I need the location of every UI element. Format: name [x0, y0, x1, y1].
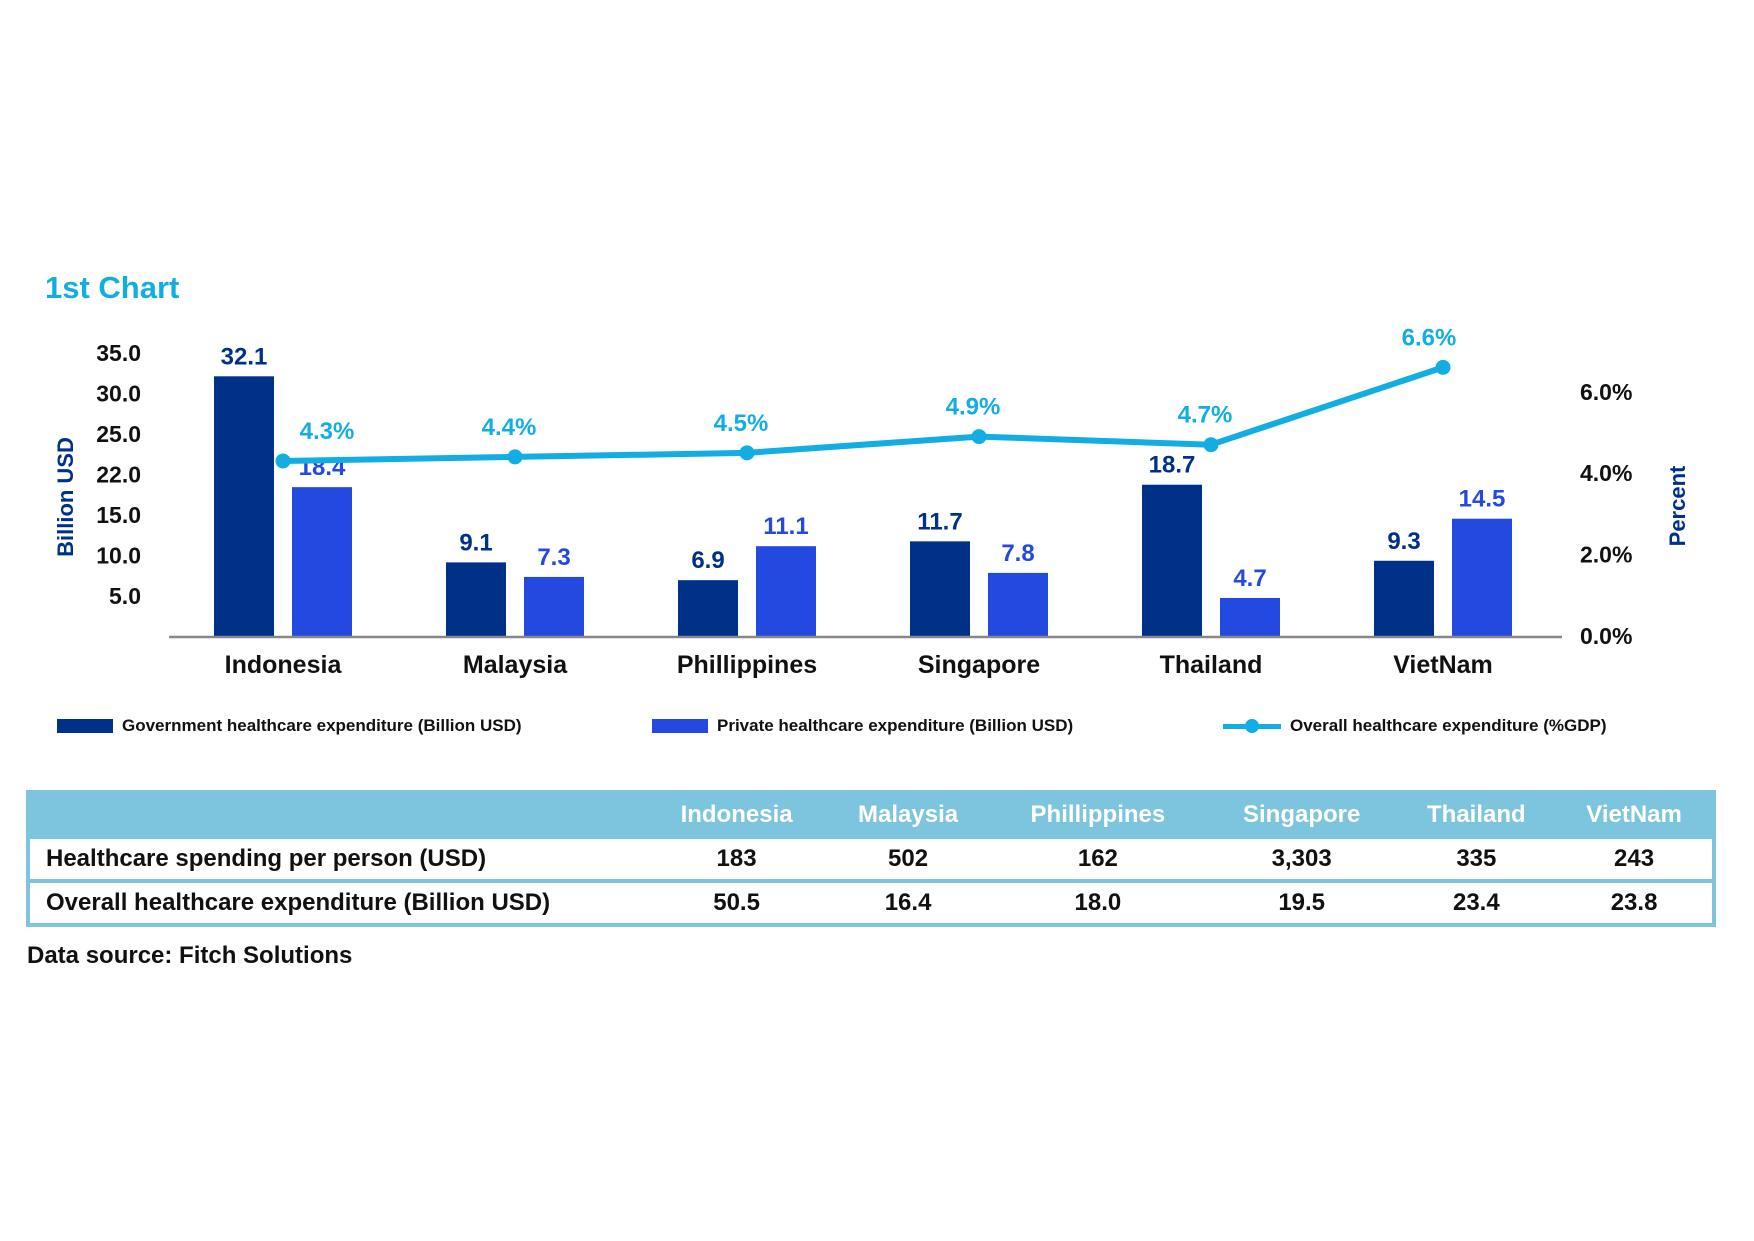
legend-swatch-private [652, 719, 708, 733]
table-cell: 16.4 [827, 879, 989, 925]
x-tick-label: Phillippines [677, 651, 817, 679]
bar-private [988, 572, 1048, 636]
y2-tick-label: 0.0% [1580, 623, 1632, 649]
x-tick-label: Singapore [918, 651, 1040, 679]
table-row: Healthcare spending per person (USD) 183… [28, 835, 1714, 881]
bar-label-government: 9.3 [1387, 528, 1420, 555]
legend-item-overall: Overall healthcare expenditure (%GDP) [1223, 716, 1607, 736]
line-point [1435, 359, 1451, 375]
data-source-note: Data source: Fitch Solutions [27, 942, 353, 969]
table-cell: 162 [988, 835, 1207, 881]
row-label: Healthcare spending per person (USD) [28, 835, 646, 881]
row-label: Overall healthcare expenditure (Billion … [28, 879, 646, 925]
legend-label: Government healthcare expenditure (Billi… [122, 716, 522, 735]
table-cell: 502 [827, 835, 989, 881]
x-tick-label: Indonesia [225, 651, 343, 679]
y2-tick-label: 6.0% [1580, 379, 1632, 405]
y2-axis-title: Percent [1665, 465, 1690, 546]
bar-label-private: 7.8 [1001, 540, 1034, 567]
line-point [507, 449, 523, 465]
legend-label: Private healthcare expenditure (Billion … [717, 716, 1074, 735]
line-point [275, 453, 291, 469]
bar-private [1452, 518, 1512, 636]
line-point-label: 4.5% [714, 410, 769, 437]
y-tick-label: 22.0 [96, 462, 141, 488]
chart-title: 1st Chart [45, 270, 180, 305]
table-cell: 183 [646, 835, 828, 881]
y-tick-label: 25.0 [96, 421, 141, 447]
legend-line-marker-icon [1223, 719, 1281, 733]
table-header [28, 792, 646, 837]
bar-private [524, 576, 584, 636]
bar-label-government: 9.1 [459, 529, 492, 556]
table-cell: 18.0 [988, 879, 1207, 925]
legend-item-government: Government healthcare expenditure (Billi… [57, 716, 522, 736]
bar-government [214, 376, 274, 636]
bar-government [910, 541, 970, 636]
legend-label: Overall healthcare expenditure (%GDP) [1290, 716, 1607, 735]
line-point-label: 4.3% [300, 418, 355, 445]
bar-label-private: 7.3 [537, 544, 570, 571]
table-cell: 335 [1396, 835, 1557, 881]
line-point-label: 4.7% [1178, 402, 1233, 429]
table-cell: 23.4 [1396, 879, 1557, 925]
bar-private [1220, 597, 1280, 636]
table-header: Indonesia [646, 792, 828, 837]
bar-label-private: 14.5 [1459, 486, 1506, 513]
line-point [739, 445, 755, 461]
y-tick-label: 15.0 [96, 502, 141, 528]
y2-tick-label: 2.0% [1580, 542, 1632, 568]
bar-government [446, 562, 506, 636]
bar-label-government: 6.9 [691, 547, 724, 574]
x-tick-label: Thailand [1160, 651, 1263, 679]
bar-government [1374, 560, 1434, 636]
line-point [1203, 437, 1219, 453]
y-axis-title: Billion USD [53, 437, 78, 557]
line-overall-gdp [282, 364, 1444, 464]
table-cell: 3,303 [1206, 835, 1397, 881]
bar-government [678, 580, 738, 636]
bar-label-government: 32.1 [221, 343, 268, 370]
table-header: Thailand [1396, 792, 1557, 837]
table-row: Overall healthcare expenditure (Billion … [28, 879, 1714, 925]
x-tick-label: Malaysia [463, 651, 568, 679]
line-point [971, 429, 987, 445]
table-header-row: Indonesia Malaysia Phillippines Singapor… [28, 792, 1714, 837]
bar-label-private: 11.1 [763, 513, 808, 540]
bar-government [1142, 484, 1202, 636]
summary-table: Indonesia Malaysia Phillippines Singapor… [26, 790, 1716, 927]
line-point-label: 4.9% [946, 394, 1001, 421]
line-point-label: 4.4% [482, 414, 537, 441]
table-header: VietNam [1556, 792, 1714, 837]
table-header: Malaysia [827, 792, 989, 837]
y-tick-label: 30.0 [96, 381, 141, 407]
legend-item-private: Private healthcare expenditure (Billion … [652, 716, 1073, 736]
bar-label-government: 18.7 [1149, 452, 1196, 479]
table-header: Phillippines [988, 792, 1207, 837]
table-cell: 243 [1556, 835, 1714, 881]
table-header: Singapore [1206, 792, 1397, 837]
table-cell: 50.5 [646, 879, 828, 925]
legend-swatch-government [57, 719, 113, 733]
y2-tick-label: 4.0% [1580, 460, 1632, 486]
line-point-label: 6.6% [1402, 324, 1457, 351]
x-tick-label: VietNam [1393, 651, 1493, 679]
bar-private [292, 487, 352, 636]
y-tick-label: 35.0 [96, 340, 141, 366]
table-cell: 19.5 [1206, 879, 1397, 925]
y-tick-label: 10.0 [96, 543, 141, 569]
bar-label-private: 4.7 [1233, 565, 1266, 592]
y-tick-label: 5.0 [109, 583, 141, 609]
bar-private [756, 546, 816, 636]
bar-label-government: 11.7 [917, 508, 962, 535]
table-cell: 23.8 [1556, 879, 1714, 925]
